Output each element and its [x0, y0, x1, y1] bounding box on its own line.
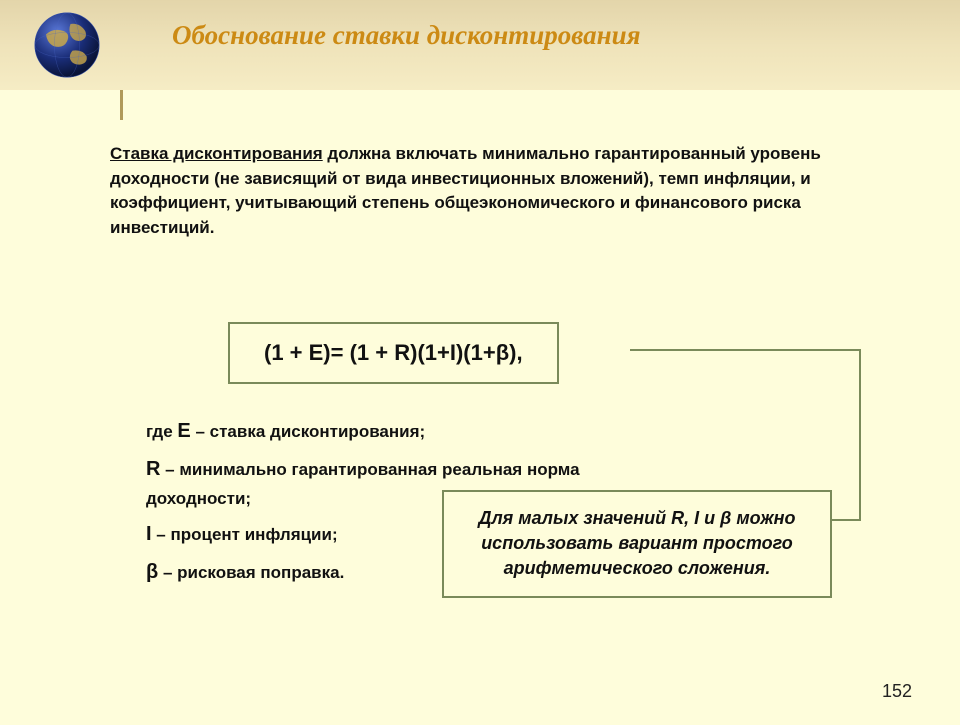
- header-divider: [120, 90, 123, 120]
- def-E-text: – ставка дисконтирования;: [191, 422, 425, 441]
- formula-box: (1 + E)= (1 + R)(1+I)(1+β),: [228, 322, 559, 384]
- def-I-text: – процент инфляции;: [152, 525, 338, 544]
- def-B-text: – рисковая поправка.: [158, 563, 344, 582]
- note-box: Для малых значений R, I и β можно исполь…: [442, 490, 832, 598]
- def-B-symbol: β: [146, 561, 158, 583]
- def-E-symbol: E: [177, 420, 190, 442]
- globe-icon: [32, 10, 102, 80]
- def-R-symbol: R: [146, 458, 160, 480]
- def-lead: где: [146, 422, 177, 441]
- page-title: Обоснование ставки дисконтирования: [172, 20, 641, 51]
- intro-paragraph: Ставка дисконтирования должна включать м…: [110, 142, 910, 241]
- page-number: 152: [882, 681, 912, 702]
- intro-term: Ставка дисконтирования: [110, 144, 323, 163]
